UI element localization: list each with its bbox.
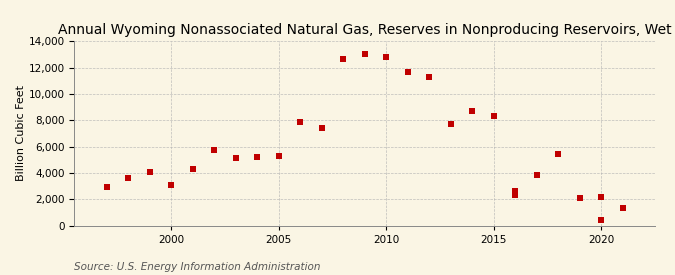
Point <box>595 195 606 199</box>
Point <box>402 69 413 74</box>
Point <box>123 176 134 180</box>
Point <box>488 114 499 119</box>
Point <box>187 167 198 171</box>
Point <box>101 185 112 189</box>
Point <box>445 121 456 126</box>
Point <box>209 148 219 153</box>
Point <box>338 57 348 61</box>
Point <box>230 156 241 161</box>
Point <box>617 206 628 211</box>
Point <box>165 183 176 188</box>
Y-axis label: Billion Cubic Feet: Billion Cubic Feet <box>16 85 26 182</box>
Point <box>381 55 392 59</box>
Point <box>359 52 370 57</box>
Point <box>466 109 477 113</box>
Point <box>574 196 585 200</box>
Point <box>553 152 564 157</box>
Point <box>510 188 520 193</box>
Point <box>144 170 155 174</box>
Point <box>510 193 520 197</box>
Point <box>252 155 263 159</box>
Title: Annual Wyoming Nonassociated Natural Gas, Reserves in Nonproducing Reservoirs, W: Annual Wyoming Nonassociated Natural Gas… <box>57 23 672 37</box>
Point <box>424 75 435 80</box>
Text: Source: U.S. Energy Information Administration: Source: U.S. Energy Information Administ… <box>74 262 321 272</box>
Point <box>531 173 542 178</box>
Point <box>273 153 284 158</box>
Point <box>316 126 327 130</box>
Point <box>294 119 305 124</box>
Point <box>595 218 606 223</box>
